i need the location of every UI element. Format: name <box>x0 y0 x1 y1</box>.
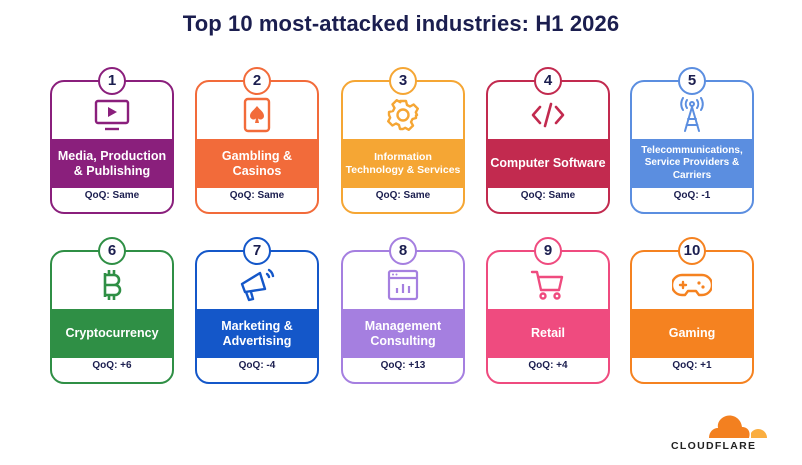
code-brackets-icon <box>488 96 608 134</box>
industry-card-1: 1 Media, Production & Publishing QoQ: Sa… <box>50 67 174 214</box>
rank-badge: 1 <box>98 67 126 95</box>
rank-badge: 8 <box>389 237 417 265</box>
qoq-change: QoQ: -4 <box>238 360 276 371</box>
tv-play-icon <box>52 96 172 134</box>
rank-badge: 3 <box>389 67 417 95</box>
qoq-change: QoQ: Same <box>229 190 285 201</box>
industry-label: Gambling & Casinos <box>195 139 319 188</box>
industry-label: Information Technology & Services <box>341 139 465 188</box>
gear-icon <box>343 96 463 134</box>
rank-badge: 4 <box>534 67 562 95</box>
industry-card-6: 6 Cryptocurrency QoQ: +6 <box>50 237 174 384</box>
qoq-change: QoQ: Same <box>84 190 140 201</box>
qoq-change: QoQ: +4 <box>528 360 568 371</box>
industry-label: Management Consulting <box>341 309 465 358</box>
antenna-tower-icon <box>632 96 752 134</box>
industry-label: Cryptocurrency <box>50 309 174 358</box>
industry-card-3: 3 Information Technology & Services QoQ:… <box>341 67 465 214</box>
industry-label: Retail <box>486 309 610 358</box>
rank-badge: 7 <box>243 237 271 265</box>
shopping-cart-icon <box>488 266 608 304</box>
megaphone-icon <box>197 266 317 304</box>
rank-badge: 2 <box>243 67 271 95</box>
qoq-change: QoQ: +6 <box>92 360 132 371</box>
industry-card-9: 9 Retail QoQ: +4 <box>486 237 610 384</box>
industry-card-8: 8 Management Consulting QoQ: +13 <box>341 237 465 384</box>
rank-badge: 6 <box>98 237 126 265</box>
industry-label: Computer Software <box>486 139 610 188</box>
industry-card-10: 10 Gaming QoQ: +1 <box>630 237 754 384</box>
industry-label: Marketing & Advertising <box>195 309 319 358</box>
bitcoin-icon <box>52 266 172 304</box>
qoq-change: QoQ: +13 <box>380 360 426 371</box>
industry-card-2: 2 Gambling & Casinos QoQ: Same <box>195 67 319 214</box>
qoq-change: QoQ: -1 <box>673 190 711 201</box>
industry-label: Gaming <box>630 309 754 358</box>
industry-label: Media, Production & Publishing <box>50 139 174 188</box>
cloud-icon <box>709 415 767 438</box>
qoq-change: QoQ: Same <box>375 190 431 201</box>
qoq-change: QoQ: +1 <box>672 360 712 371</box>
rank-badge: 10 <box>678 237 706 265</box>
rank-badge: 9 <box>534 237 562 265</box>
playing-card-spade-icon <box>197 96 317 134</box>
industry-card-4: 4 Computer Software QoQ: Same <box>486 67 610 214</box>
page-title: Top 10 most-attacked industries: H1 2026 <box>182 11 620 36</box>
qoq-change: QoQ: Same <box>520 190 576 201</box>
industry-label: Telecommunications, Service Providers & … <box>630 139 754 188</box>
rank-badge: 5 <box>678 67 706 95</box>
browser-chart-icon <box>343 266 463 304</box>
industry-card-7: 7 Marketing & Advertising QoQ: -4 <box>195 237 319 384</box>
gamepad-icon <box>632 266 752 304</box>
brand-name: CLOUDFLARE <box>671 440 757 452</box>
industry-card-5: 5 Telecommunications, Service Providers … <box>630 67 754 214</box>
